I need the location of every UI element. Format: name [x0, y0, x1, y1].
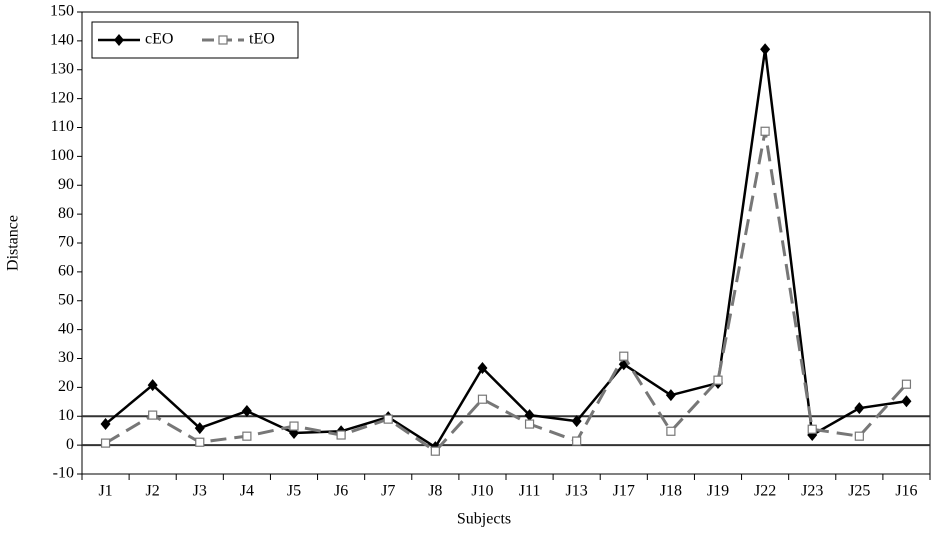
y-tick-label: 10: [58, 407, 74, 424]
legend: cEO tEO: [91, 21, 299, 59]
series-line: [104, 49, 907, 449]
x-tick-label: J4: [240, 483, 254, 500]
y-tick-label: 80: [58, 205, 74, 222]
marker: [665, 389, 676, 402]
marker: [572, 436, 582, 446]
marker: [713, 375, 723, 385]
y-axis-label: Distance: [5, 215, 22, 271]
y-tick-label: 100: [50, 147, 74, 164]
y-tick-label: 40: [58, 320, 74, 337]
marker: [336, 430, 346, 440]
series-line: [104, 130, 908, 454]
marker: [147, 379, 158, 392]
marker: [807, 424, 817, 434]
x-tick-label: J1: [98, 483, 112, 500]
y-tick-label: -10: [53, 465, 74, 482]
x-tick-label: J19: [707, 483, 729, 500]
x-tick-label: J11: [519, 483, 541, 500]
marker: [477, 362, 488, 375]
y-tick-label: 150: [50, 3, 74, 20]
x-tick-label: J6: [334, 483, 348, 500]
x-tick-label: J2: [146, 483, 160, 500]
y-tick-label: 120: [50, 89, 74, 106]
y-tick-label: 30: [58, 349, 74, 366]
marker: [760, 126, 770, 136]
marker: [242, 431, 252, 441]
y-tick-label: 140: [50, 32, 74, 49]
x-axis-label: Subjects: [457, 511, 511, 528]
series: [100, 126, 912, 456]
marker: [100, 418, 111, 431]
marker: [100, 438, 111, 448]
marker: [430, 446, 440, 456]
x-tick-label: J25: [848, 483, 870, 500]
marker: [383, 414, 393, 424]
x-tick-label: J5: [287, 483, 301, 500]
x-tick-label: J17: [613, 483, 635, 500]
x-tick-label: J16: [895, 483, 917, 500]
y-tick-label: 50: [58, 291, 74, 308]
y-tick-label: 0: [66, 436, 74, 453]
marker: [148, 410, 158, 420]
series: [100, 43, 912, 454]
x-tick-label: J7: [381, 483, 395, 500]
y-tick-label: 20: [58, 378, 74, 395]
marker: [289, 421, 299, 431]
marker: [477, 394, 488, 404]
marker: [195, 437, 205, 447]
marker: [571, 415, 582, 428]
x-tick-label: J18: [660, 483, 682, 500]
y-tick-label: 70: [58, 234, 74, 251]
marker: [241, 405, 252, 418]
y-tick-label: 130: [50, 60, 74, 77]
marker: [854, 431, 864, 441]
plot-frame: [81, 11, 931, 475]
legend-label: cEO: [145, 31, 173, 48]
marker: [666, 426, 676, 436]
x-tick-label: J13: [566, 483, 588, 500]
marker: [760, 43, 771, 56]
x-tick-label: J3: [193, 483, 207, 500]
marker: [114, 34, 124, 46]
marker: [901, 379, 912, 389]
y-tick-label: 90: [58, 176, 74, 193]
marker: [854, 402, 865, 415]
x-tick-label: J10: [471, 483, 493, 500]
x-tick-label: J8: [428, 483, 442, 500]
x-tick-label: J23: [801, 483, 823, 500]
marker: [901, 395, 912, 408]
marker: [194, 422, 205, 435]
marker: [524, 409, 535, 422]
legend-label: tEO: [249, 31, 275, 48]
y-tick-label: 60: [58, 263, 74, 280]
marker: [619, 351, 629, 361]
marker: [218, 35, 228, 45]
y-tick-label: 110: [51, 118, 74, 135]
marker: [524, 419, 535, 429]
x-tick-label: J22: [754, 483, 776, 500]
